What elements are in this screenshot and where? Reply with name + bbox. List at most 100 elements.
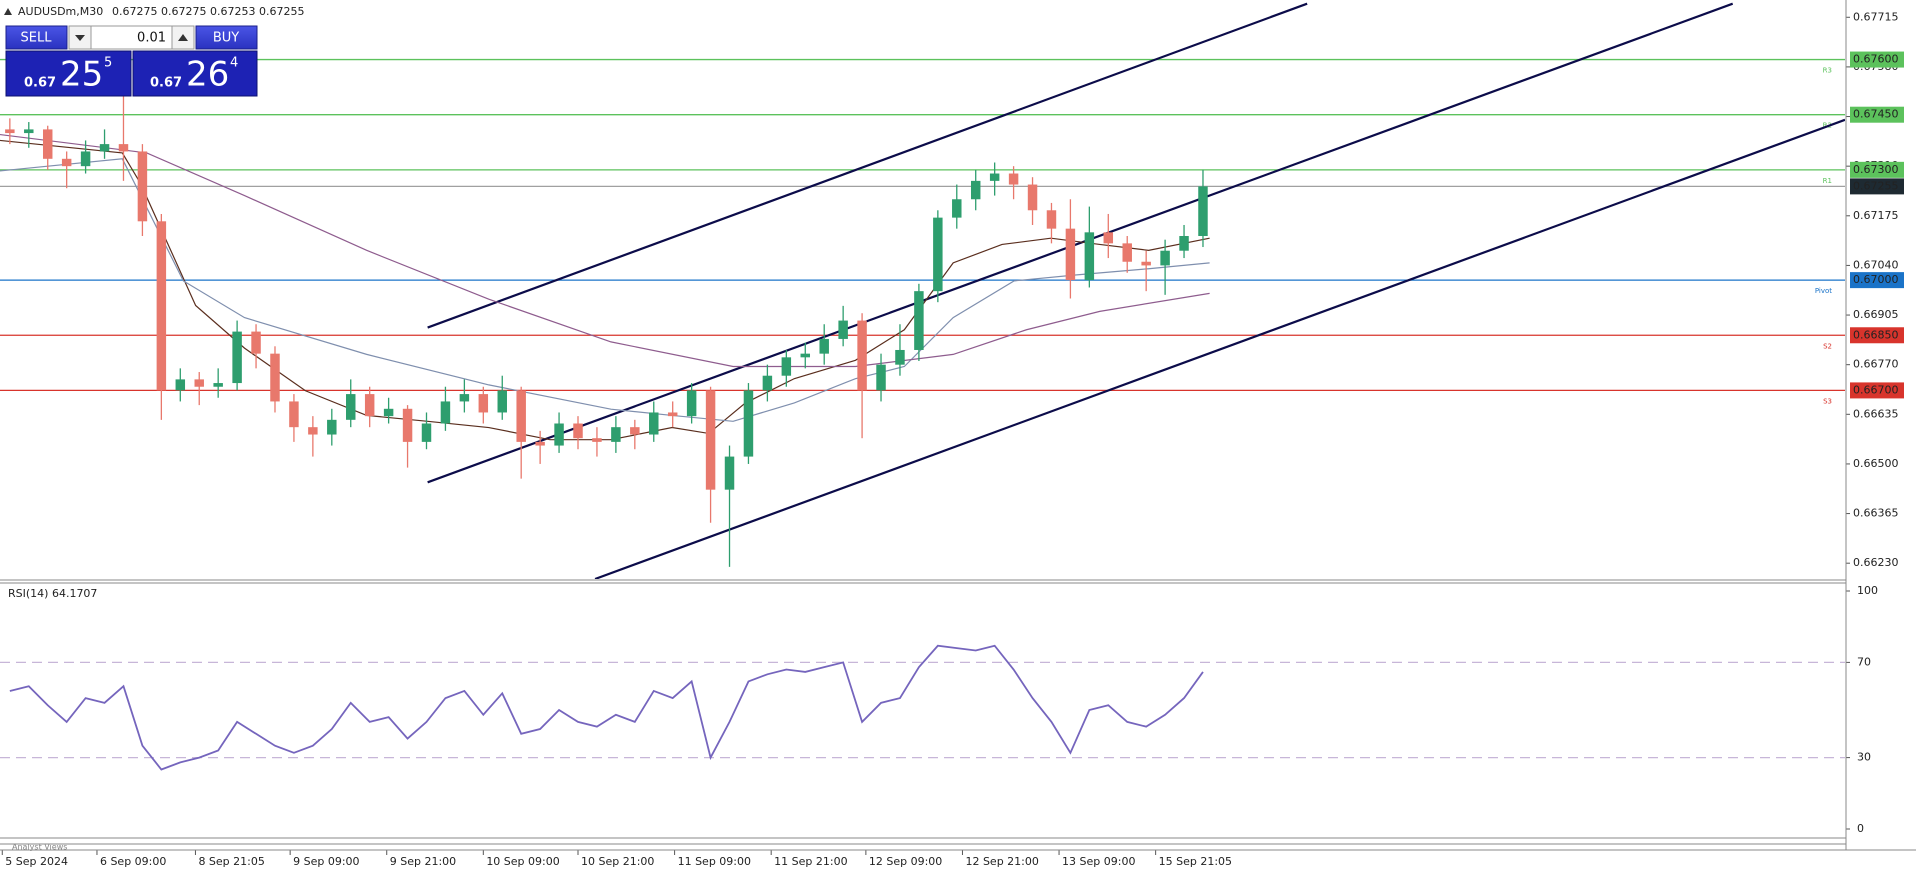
candle-body (42, 129, 53, 159)
moving-average (0, 139, 1210, 441)
channel-line (427, 2, 1308, 329)
x-tick-label: 8 Sep 21:05 (198, 855, 264, 868)
x-tick-label: 5 Sep 2024 (5, 855, 68, 868)
ask-box[interactable] (132, 50, 258, 97)
symbol: AUDUSDm,M30 (18, 5, 103, 18)
candle-body (1084, 232, 1095, 281)
x-tick-label: 9 Sep 21:00 (390, 855, 456, 868)
candle-body (137, 151, 148, 222)
x-tick-label: 10 Sep 09:00 (486, 855, 559, 868)
level-price-box (1850, 161, 1904, 178)
candle-body (1179, 236, 1189, 251)
collapse-icon[interactable] (4, 8, 12, 15)
level-name: R1 (1823, 177, 1832, 185)
candle-body (933, 217, 943, 292)
y-tick-label: 0.67040 (1853, 258, 1899, 271)
level-name: S2 (1823, 342, 1832, 350)
channel-line (594, 118, 1845, 579)
candle-body (270, 353, 280, 402)
y-tick-label: 0.66500 (1853, 457, 1899, 470)
candle-body (970, 180, 981, 200)
candle-body (421, 423, 432, 442)
candle-body (762, 375, 773, 391)
candle-body (876, 364, 886, 391)
candle-body (289, 401, 299, 428)
candle-body (308, 427, 318, 435)
candle-body (156, 221, 167, 391)
y-tick-label: 0.67715 (1853, 10, 1899, 23)
candle-body (99, 144, 110, 152)
y-tick-label: 100 (1857, 584, 1878, 597)
candle-body (118, 144, 129, 152)
level-price-label: 0.67255 (1853, 179, 1899, 192)
ask-small: 4 (230, 56, 238, 71)
candle-body (459, 394, 470, 402)
bid-prefix: 0.67 (24, 76, 56, 91)
candle-body (1198, 186, 1208, 237)
candle-body (61, 158, 72, 167)
moving-average (0, 133, 1210, 368)
candle-body (630, 427, 640, 435)
candle-body (838, 320, 848, 339)
candle-body (24, 129, 34, 134)
candle-body (686, 390, 697, 417)
x-tick-label: 12 Sep 21:00 (965, 855, 1038, 868)
level-name: Pivot (1815, 287, 1832, 295)
x-tick-label: 9 Sep 09:00 (293, 855, 359, 868)
down-arrow (75, 35, 85, 41)
y-tick-label: 0.67175 (1853, 209, 1899, 222)
x-tick-label: 10 Sep 21:00 (581, 855, 654, 868)
candle-body (800, 353, 811, 358)
sell-button[interactable] (5, 25, 68, 50)
y-tick-label: 0.66230 (1853, 556, 1899, 569)
x-tick-label: 11 Sep 09:00 (678, 855, 751, 868)
candle-body (611, 427, 621, 442)
bottom-tab[interactable]: Analyst Views (12, 843, 67, 852)
candle-body (213, 383, 223, 387)
candle-body (516, 390, 526, 442)
candle-body (346, 394, 356, 420)
rsi-line (9, 644, 1204, 771)
y-tick-label: 70 (1857, 655, 1871, 668)
candle-body (781, 357, 792, 376)
candle-body (914, 291, 924, 350)
candle-body (1103, 232, 1114, 244)
candle-body (5, 129, 15, 134)
trade-panel: SELL 0.01 BUY 0.67 25 5 0.67 26 4 (5, 25, 258, 97)
up-arrow (178, 34, 188, 41)
candle-body (478, 394, 489, 413)
candle-body (251, 331, 261, 354)
candle-body (80, 151, 91, 167)
buy-button[interactable] (195, 25, 258, 50)
candle-body (175, 379, 186, 391)
level-price-box (1850, 178, 1904, 195)
candle-body (667, 412, 678, 417)
candle-body (895, 349, 905, 365)
x-tick-label: 13 Sep 09:00 (1062, 855, 1135, 868)
y-tick-label: 0.66770 (1853, 358, 1899, 371)
level-price-box (1850, 51, 1904, 68)
candle-body (327, 419, 337, 435)
level-price-label: 0.67600 (1853, 53, 1899, 66)
candle-body (857, 320, 867, 391)
candle-body (1027, 184, 1038, 211)
candle-body (194, 379, 204, 387)
moving-average (0, 158, 1210, 422)
buy-label: BUY (213, 31, 239, 46)
candle-body (649, 412, 659, 435)
level-name: S3 (1823, 397, 1832, 405)
level-price-box (1850, 382, 1904, 399)
candle-body (383, 408, 394, 417)
candle-body (440, 401, 451, 424)
ask-prefix: 0.67 (150, 76, 182, 91)
y-tick-label: 0.66905 (1853, 308, 1899, 321)
level-price-box (1850, 327, 1904, 344)
candle-body (1065, 228, 1076, 281)
level-price-box (1850, 272, 1904, 289)
level-price-label: 0.67300 (1853, 163, 1899, 176)
bid-box[interactable] (5, 50, 132, 97)
level-price-label: 0.66700 (1853, 383, 1899, 396)
